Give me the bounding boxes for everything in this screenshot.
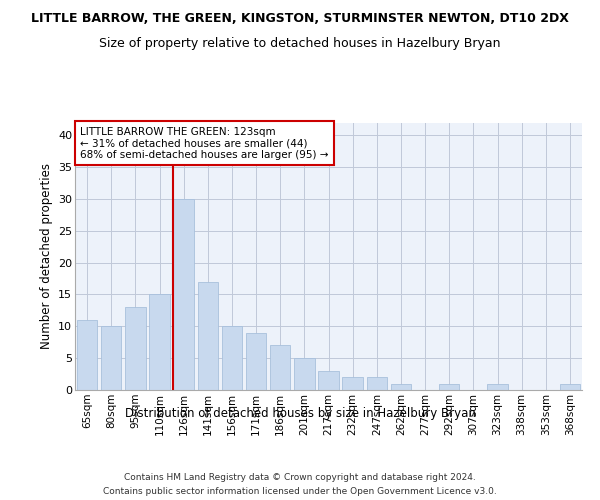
Bar bbox=[439, 384, 460, 390]
Text: LITTLE BARROW THE GREEN: 123sqm
← 31% of detached houses are smaller (44)
68% of: LITTLE BARROW THE GREEN: 123sqm ← 31% of… bbox=[80, 126, 329, 160]
Bar bbox=[270, 346, 290, 390]
Bar bbox=[367, 378, 387, 390]
Bar bbox=[173, 199, 194, 390]
Bar bbox=[149, 294, 170, 390]
Text: LITTLE BARROW, THE GREEN, KINGSTON, STURMINSTER NEWTON, DT10 2DX: LITTLE BARROW, THE GREEN, KINGSTON, STUR… bbox=[31, 12, 569, 26]
Bar bbox=[221, 326, 242, 390]
Bar bbox=[101, 326, 121, 390]
Bar bbox=[318, 371, 339, 390]
Bar bbox=[246, 332, 266, 390]
Bar bbox=[77, 320, 97, 390]
Bar bbox=[294, 358, 314, 390]
Bar bbox=[487, 384, 508, 390]
Y-axis label: Number of detached properties: Number of detached properties bbox=[40, 163, 53, 349]
Bar bbox=[391, 384, 411, 390]
Text: Size of property relative to detached houses in Hazelbury Bryan: Size of property relative to detached ho… bbox=[99, 38, 501, 51]
Bar bbox=[560, 384, 580, 390]
Bar bbox=[197, 282, 218, 390]
Text: Contains public sector information licensed under the Open Government Licence v3: Contains public sector information licen… bbox=[103, 488, 497, 496]
Bar bbox=[343, 378, 363, 390]
Text: Distribution of detached houses by size in Hazelbury Bryan: Distribution of detached houses by size … bbox=[125, 408, 475, 420]
Text: Contains HM Land Registry data © Crown copyright and database right 2024.: Contains HM Land Registry data © Crown c… bbox=[124, 472, 476, 482]
Bar bbox=[125, 307, 146, 390]
